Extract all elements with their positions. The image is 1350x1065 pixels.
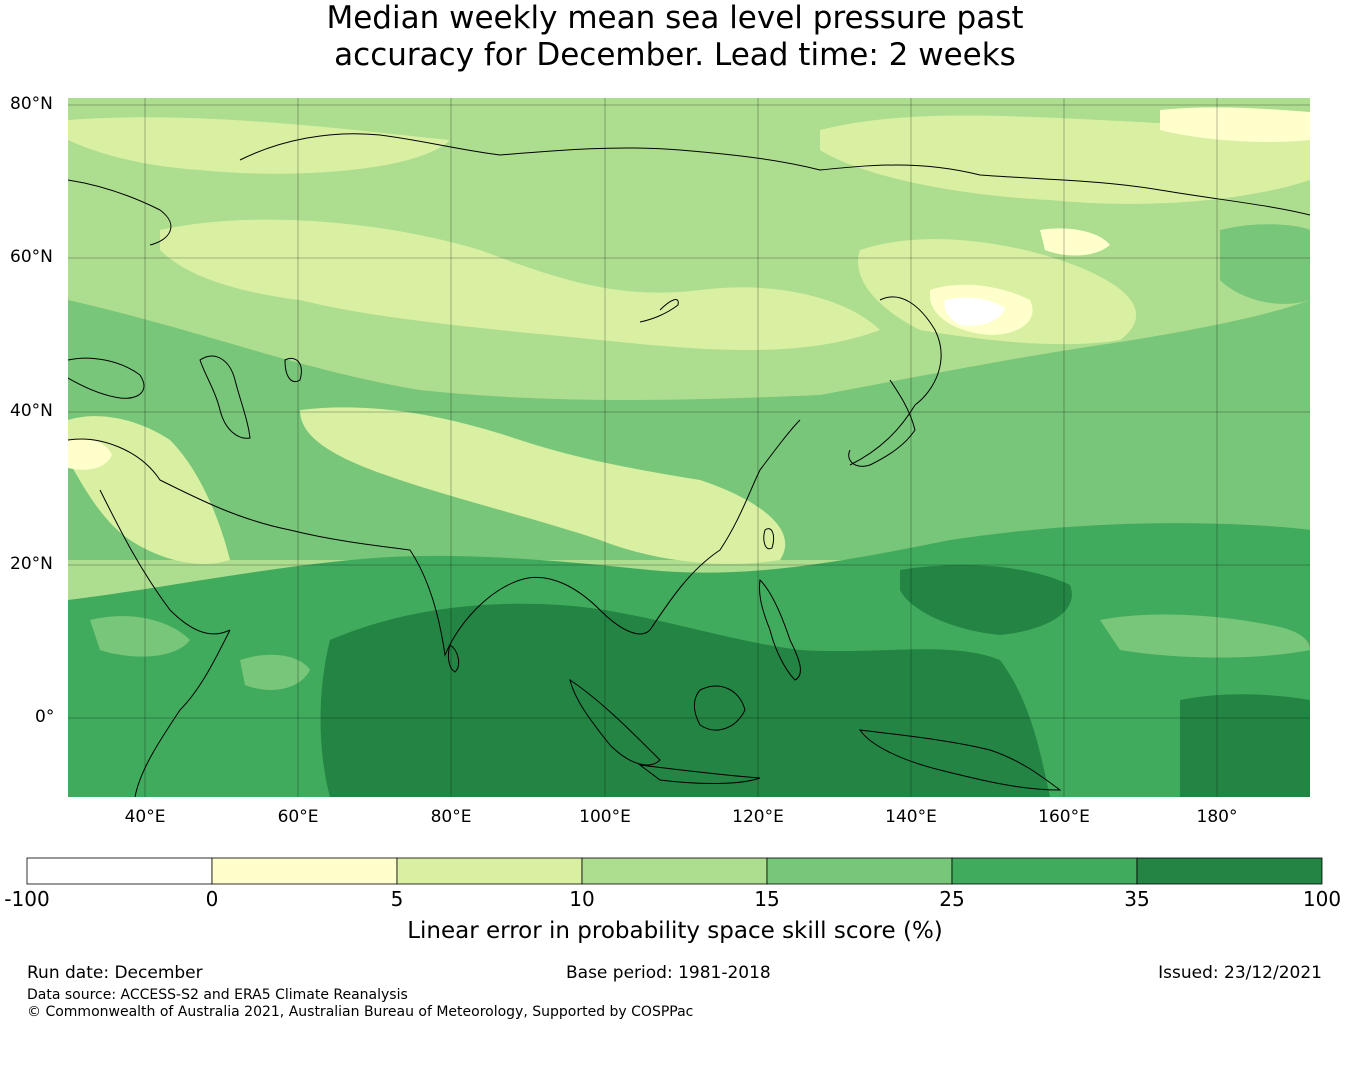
lat-label: 0° — [35, 707, 55, 727]
lat-label: 20°N — [10, 554, 53, 574]
lon-label: 60°E — [277, 807, 319, 827]
issued-date: Issued: 23/12/2021 — [1158, 963, 1322, 983]
base-period: Base period: 1981-2018 — [566, 963, 771, 983]
coastlines — [68, 133, 1310, 797]
lat-label: 80°N — [10, 94, 53, 114]
colorbar-tick: 25 — [939, 887, 965, 911]
title-line-1: Median weekly mean sea level pressure pa… — [326, 0, 1024, 36]
lon-label: 140°E — [885, 807, 937, 827]
lon-label: 180° — [1196, 807, 1238, 827]
colorbar-segment — [396, 857, 583, 885]
lat-label: 60°N — [10, 247, 53, 267]
copyright: © Commonwealth of Australia 2021, Austra… — [27, 1004, 694, 1020]
map-title: Median weekly mean sea level pressure pa… — [0, 0, 1350, 74]
colorbar-tick: 35 — [1124, 887, 1150, 911]
colorbar-label: Linear error in probability space skill … — [407, 918, 943, 944]
title-line-2: accuracy for December. Lead time: 2 week… — [334, 37, 1016, 73]
lon-label: 100°E — [579, 807, 631, 827]
colorbar-tick: -100 — [4, 887, 50, 911]
colorbar-tick: 100 — [1302, 887, 1342, 911]
lat-label: 40°N — [10, 401, 53, 421]
colorbar-tick: 0 — [205, 887, 219, 911]
colorbar-tick: 5 — [390, 887, 404, 911]
skill-field — [68, 98, 1310, 797]
colorbar-segment — [1136, 857, 1323, 885]
run-date: Run date: December — [27, 963, 203, 983]
colorbar-tick: 10 — [569, 887, 595, 911]
data-source: Data source: ACCESS-S2 and ERA5 Climate … — [27, 987, 408, 1003]
gridlines — [68, 98, 1310, 797]
colorbar-segment — [951, 857, 1138, 885]
colorbar-segment — [581, 857, 768, 885]
lon-label: 40°E — [124, 807, 166, 827]
colorbar-segment — [26, 857, 213, 885]
lon-label: 120°E — [732, 807, 784, 827]
lon-label: 80°E — [430, 807, 472, 827]
colorbar-segment — [211, 857, 398, 885]
colorbar-segment — [766, 857, 953, 885]
colorbar-tick: 15 — [754, 887, 780, 911]
lon-label: 160°E — [1038, 807, 1090, 827]
